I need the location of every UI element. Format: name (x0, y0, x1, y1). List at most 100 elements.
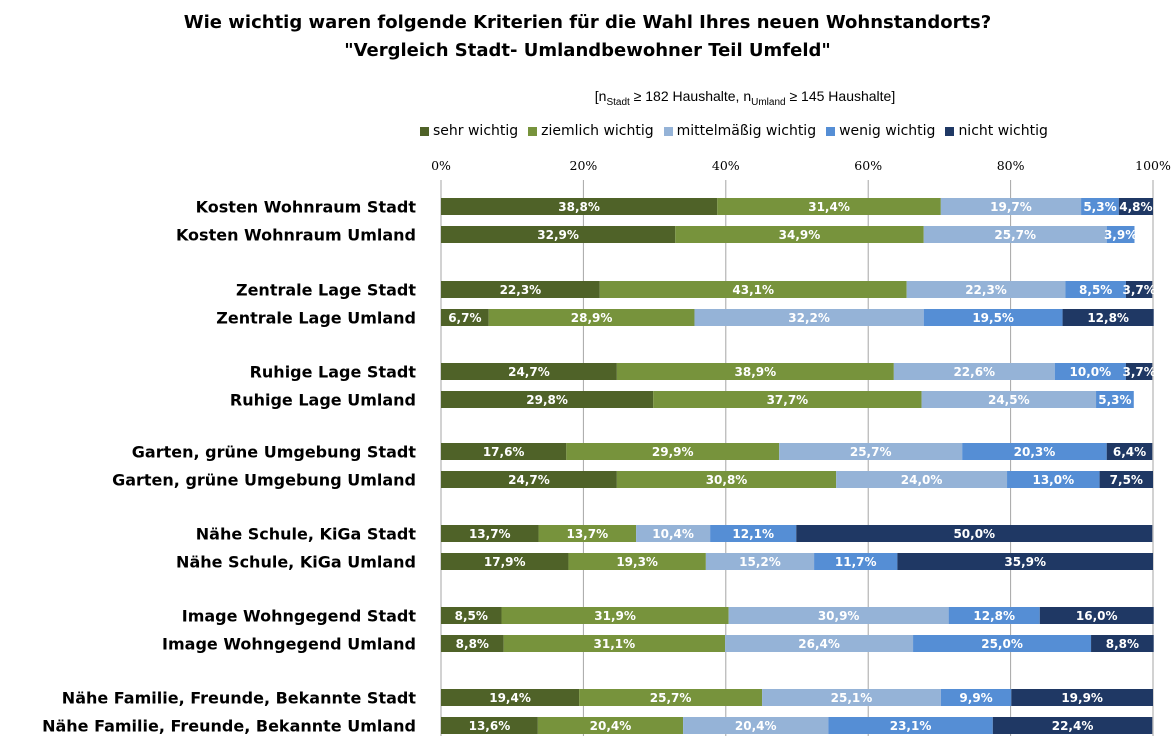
data-label: 10,4% (652, 527, 694, 541)
data-label: 29,9% (652, 445, 694, 459)
bar-segment (1106, 226, 1135, 243)
bar-segment (568, 553, 706, 570)
data-label: 9,9% (959, 691, 992, 705)
bar-segment (1054, 363, 1126, 380)
category-label: Ruhige Lage Umland (230, 391, 416, 410)
data-label: 6,7% (448, 311, 481, 325)
data-label: 13,7% (469, 527, 511, 541)
legend-item: wenig wichtig (826, 123, 935, 139)
data-label: 22,6% (953, 365, 995, 379)
data-label: 32,9% (537, 228, 579, 242)
bar-segment (1125, 363, 1153, 380)
x-tick-label: 80% (997, 158, 1025, 173)
legend: sehr wichtig ziemlich wichtig mittelmäßig … (420, 123, 1058, 139)
data-label: 24,5% (988, 393, 1030, 407)
data-label: 25,7% (994, 228, 1036, 242)
data-label: 24,7% (508, 473, 550, 487)
data-label: 34,9% (779, 228, 821, 242)
legend-swatch (528, 126, 538, 136)
bar-segment (923, 226, 1107, 243)
data-label: 17,6% (483, 445, 525, 459)
category-label: Nähe Familie, Freunde, Bekannte Stadt (62, 689, 417, 708)
bar-segment (441, 717, 538, 734)
data-label: 8,5% (455, 609, 488, 623)
category-label: Kosten Wohnraum Umland (176, 226, 416, 245)
bar-segment (441, 525, 539, 542)
bar-segment (441, 363, 617, 380)
category-label: Nähe Schule, KiGa Stadt (196, 525, 417, 544)
legend-item: sehr wichtig (420, 123, 518, 139)
bar-segment (503, 635, 726, 652)
legend-item: ziemlich wichtig (528, 123, 654, 139)
bar-segment (441, 635, 504, 652)
data-label: 35,9% (1004, 555, 1046, 569)
bar-segment (537, 717, 684, 734)
bar-segment (1125, 281, 1153, 298)
bar-segment (1106, 443, 1153, 460)
data-label: 19,9% (1061, 691, 1103, 705)
data-label: 19,4% (489, 691, 531, 705)
data-label: 5,3% (1083, 200, 1116, 214)
data-label: 23,1% (890, 719, 932, 733)
bar-segment (683, 717, 829, 734)
bar-segment (441, 471, 617, 488)
category-label: Kosten Wohnraum Stadt (196, 198, 417, 217)
data-label: 19,3% (616, 555, 658, 569)
bar-segment (441, 226, 676, 243)
data-label: 19,7% (990, 200, 1032, 214)
category-label: Image Wohngegend Umland (162, 635, 416, 654)
data-label: 12,8% (1087, 311, 1129, 325)
data-label: 24,0% (901, 473, 943, 487)
bar-segment (940, 689, 1012, 706)
data-label: 38,8% (558, 200, 600, 214)
data-label: 31,4% (808, 200, 850, 214)
legend-swatch (663, 126, 673, 136)
data-label: 22,3% (500, 283, 542, 297)
bar-segment (710, 525, 797, 542)
bar-segment (1007, 471, 1100, 488)
data-label: 20,3% (1014, 445, 1056, 459)
category-label: Ruhige Lage Stadt (250, 363, 417, 382)
legend-label: sehr wichtig (433, 123, 519, 139)
data-label: 7,5% (1110, 473, 1143, 487)
legend-label: ziemlich wichtig (541, 123, 654, 139)
bar-segment (579, 689, 763, 706)
legend-swatch (826, 126, 836, 136)
data-label: 10,0% (1070, 365, 1112, 379)
bar-segment (1118, 198, 1153, 215)
data-label: 24,7% (508, 365, 550, 379)
data-label: 8,8% (1106, 637, 1139, 651)
bar-segment (728, 607, 949, 624)
data-label: 22,3% (965, 283, 1007, 297)
data-label: 19,5% (972, 311, 1014, 325)
data-label: 12,1% (732, 527, 774, 541)
x-tick-label: 100% (1135, 158, 1171, 173)
data-label: 20,4% (735, 719, 777, 733)
bar-segment (962, 443, 1107, 460)
bar-segment (1039, 607, 1154, 624)
category-label: Zentrale Lage Umland (216, 309, 416, 328)
bar-segment (441, 198, 718, 215)
bar-segment (992, 717, 1153, 734)
data-label: 28,9% (571, 311, 613, 325)
data-label: 3,7% (1122, 365, 1155, 379)
bar-segment (1062, 309, 1154, 326)
data-label: 17,9% (484, 555, 526, 569)
bar-segment (694, 309, 924, 326)
data-label: 16,0% (1076, 609, 1118, 623)
data-label: 30,8% (706, 473, 748, 487)
data-label: 29,8% (526, 393, 568, 407)
bar-segment (441, 281, 600, 298)
bar-segment (636, 525, 711, 542)
x-tick-label: 60% (854, 158, 882, 173)
bar-segment (441, 391, 654, 408)
bar-segment (705, 553, 815, 570)
bar-segment (1065, 281, 1126, 298)
category-label: Zentrale Lage Stadt (236, 281, 416, 300)
data-label: 11,7% (835, 555, 877, 569)
bar-segment (923, 309, 1063, 326)
bar-segment (675, 226, 924, 243)
bar-segment (441, 309, 489, 326)
bar-segment (725, 635, 914, 652)
bar-segment (1011, 689, 1153, 706)
